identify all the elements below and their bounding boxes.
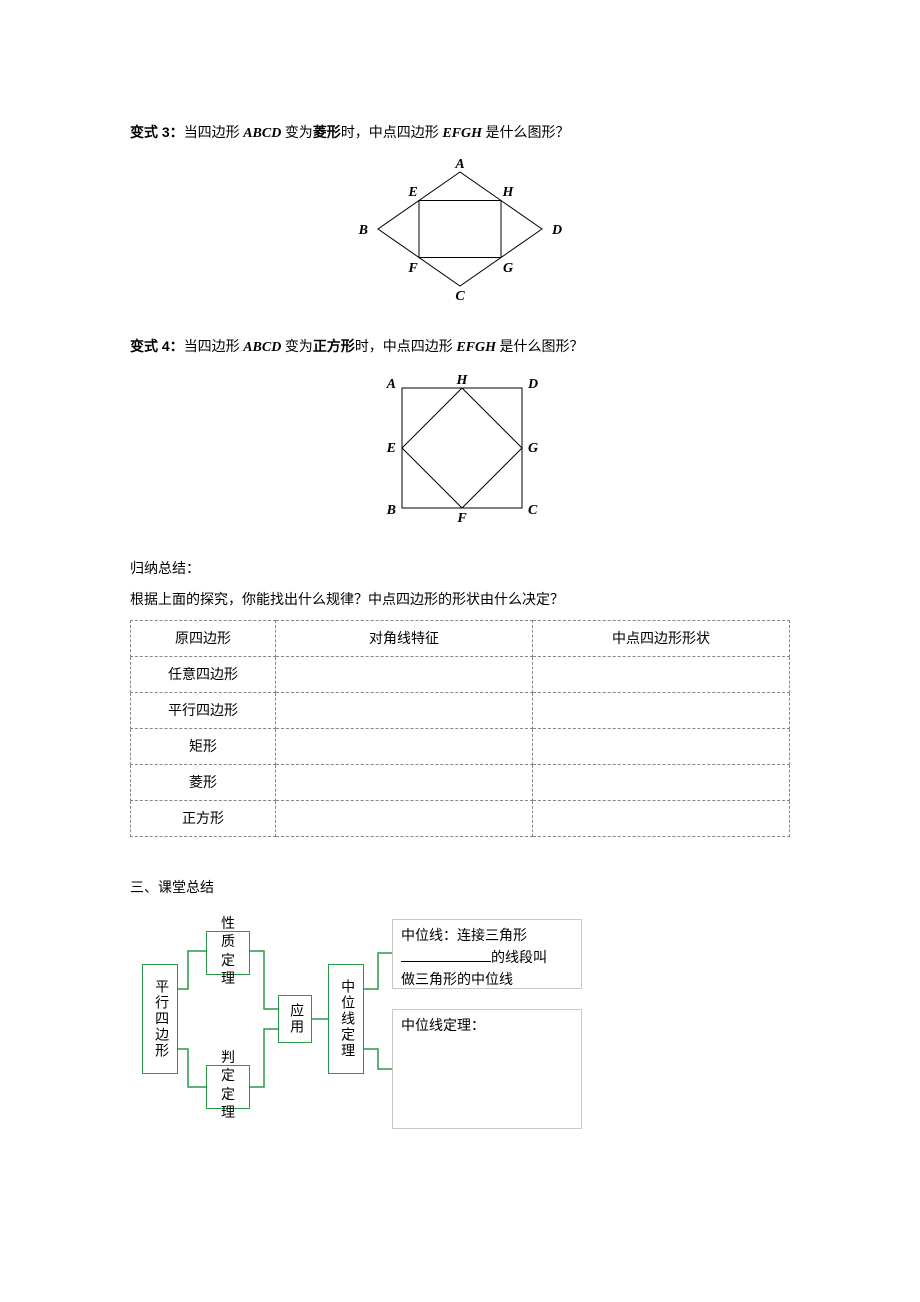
td-empty (275, 764, 532, 800)
mindmap-label-pxsbx: 平行四边形 (151, 979, 169, 1059)
figure-4-container: A D C B H G F E (130, 368, 790, 528)
mindmap-label-yy: 应用 (286, 1003, 304, 1035)
mindmap-container: 平行四边形 性质定理 判定定理 应用 中位线定理 中位线：连接三角形 的线段叫 … (130, 909, 590, 1149)
problem-3-mid2: 时，中点四边形 (341, 126, 443, 141)
problem-4-mid1: 变为 (281, 340, 313, 355)
box1-line2: 的线段叫 (491, 951, 547, 966)
th-diagonal: 对角线特征 (275, 620, 532, 656)
section-3-title: 三、课堂总结 (130, 877, 790, 897)
fig3-label-E: E (407, 185, 417, 200)
mindmap-box-yy: 应用 (278, 995, 312, 1043)
fig3-label-F: F (407, 261, 418, 276)
table-row: 菱形 (131, 764, 790, 800)
table-row: 矩形 (131, 728, 790, 764)
problem-4-label: 变式 4： (130, 338, 184, 354)
td-empty (532, 728, 789, 764)
table-header-row: 原四边形 对角线特征 中点四边形形状 (131, 620, 790, 656)
mindmap-box-xzdl: 性质定理 (206, 931, 250, 975)
td-empty (275, 692, 532, 728)
problem-4-abcd: ABCD (243, 340, 281, 355)
fig4-label-G: G (528, 441, 538, 456)
problem-3-mid1: 变为 (281, 126, 313, 141)
figure-3-container: A B C D E F G H (130, 154, 790, 304)
problem-3-abcd: ABCD (243, 126, 281, 141)
table-row: 任意四边形 (131, 656, 790, 692)
mindmap-label-xzdl: 性质定理 (215, 916, 241, 989)
td-empty (532, 692, 789, 728)
fig3-label-H: H (502, 185, 515, 200)
td-empty (532, 764, 789, 800)
td-empty (275, 656, 532, 692)
td-shape: 平行四边形 (131, 692, 276, 728)
td-shape: 菱形 (131, 764, 276, 800)
fig3-label-D: D (551, 223, 562, 238)
box1-line3: 做三角形的中位线 (401, 973, 513, 988)
mindmap-box-pddl: 判定定理 (206, 1065, 250, 1109)
fig3-label-B: B (358, 223, 368, 238)
problem-4: 变式 4：当四边形 ABCD 变为正方形时，中点四边形 EFGH 是什么图形？ (130, 334, 790, 360)
fig4-label-E: E (386, 441, 396, 456)
td-empty (532, 656, 789, 692)
problem-3-efgh: EFGH (442, 126, 482, 141)
fig4-label-C: C (528, 503, 538, 518)
problem-4-text-before: 当四边形 (184, 340, 244, 355)
summary-title: 归纳总结： (130, 558, 790, 578)
problem-4-tail: 是什么图形？ (496, 340, 584, 355)
mindmap-box-pxsbx: 平行四边形 (142, 964, 178, 1074)
problem-3-keyword: 菱形 (313, 124, 341, 140)
box2-text: 中位线定理： (401, 1019, 485, 1034)
table-row: 正方形 (131, 800, 790, 836)
fig4-label-B: B (386, 503, 396, 518)
problem-3: 变式 3：当四边形 ABCD 变为菱形时，中点四边形 EFGH 是什么图形？ (130, 120, 790, 146)
problem-4-keyword: 正方形 (313, 338, 355, 354)
figure-4-square: A D C B H G F E (370, 368, 550, 528)
summary-subtitle: 根据上面的探究，你能找出什么规律？中点四边形的形状由什么决定？ (130, 588, 790, 613)
problem-4-efgh: EFGH (456, 340, 496, 355)
problem-4-mid2: 时，中点四边形 (355, 340, 457, 355)
problem-3-tail: 是什么图形？ (482, 126, 570, 141)
td-shape: 正方形 (131, 800, 276, 836)
td-empty (275, 728, 532, 764)
summary-table: 原四边形 对角线特征 中点四边形形状 任意四边形 平行四边形 矩形 菱形 正方形 (130, 620, 790, 837)
td-empty (532, 800, 789, 836)
td-shape: 任意四边形 (131, 656, 276, 692)
mindmap-box-zwxdl: 中位线定理 (328, 964, 364, 1074)
fig3-label-A: A (454, 157, 464, 172)
mindmap-label-zwxdl: 中位线定理 (337, 979, 355, 1059)
td-shape: 矩形 (131, 728, 276, 764)
fig4-label-F: F (456, 511, 467, 526)
td-empty (275, 800, 532, 836)
box1-blank (401, 948, 491, 962)
document-page: 变式 3：当四边形 ABCD 变为菱形时，中点四边形 EFGH 是什么图形？ A… (0, 0, 920, 1302)
mindmap-textbox-1: 中位线：连接三角形 的线段叫 做三角形的中位线 (392, 919, 582, 989)
fig3-label-C: C (455, 289, 465, 304)
fig4-label-H: H (456, 373, 469, 388)
problem-3-text-before: 当四边形 (184, 126, 244, 141)
table-row: 平行四边形 (131, 692, 790, 728)
mindmap-label-pddl: 判定定理 (215, 1050, 241, 1123)
mindmap-textbox-2: 中位线定理： (392, 1009, 582, 1129)
figure-3-rhombus: A B C D E F G H (350, 154, 570, 304)
th-original: 原四边形 (131, 620, 276, 656)
th-midshape: 中点四边形形状 (532, 620, 789, 656)
problem-3-label: 变式 3： (130, 124, 184, 140)
fig4-label-D: D (527, 377, 538, 392)
fig4-label-A: A (386, 377, 396, 392)
box1-line1: 中位线：连接三角形 (401, 929, 527, 944)
fig3-label-G: G (503, 261, 513, 276)
